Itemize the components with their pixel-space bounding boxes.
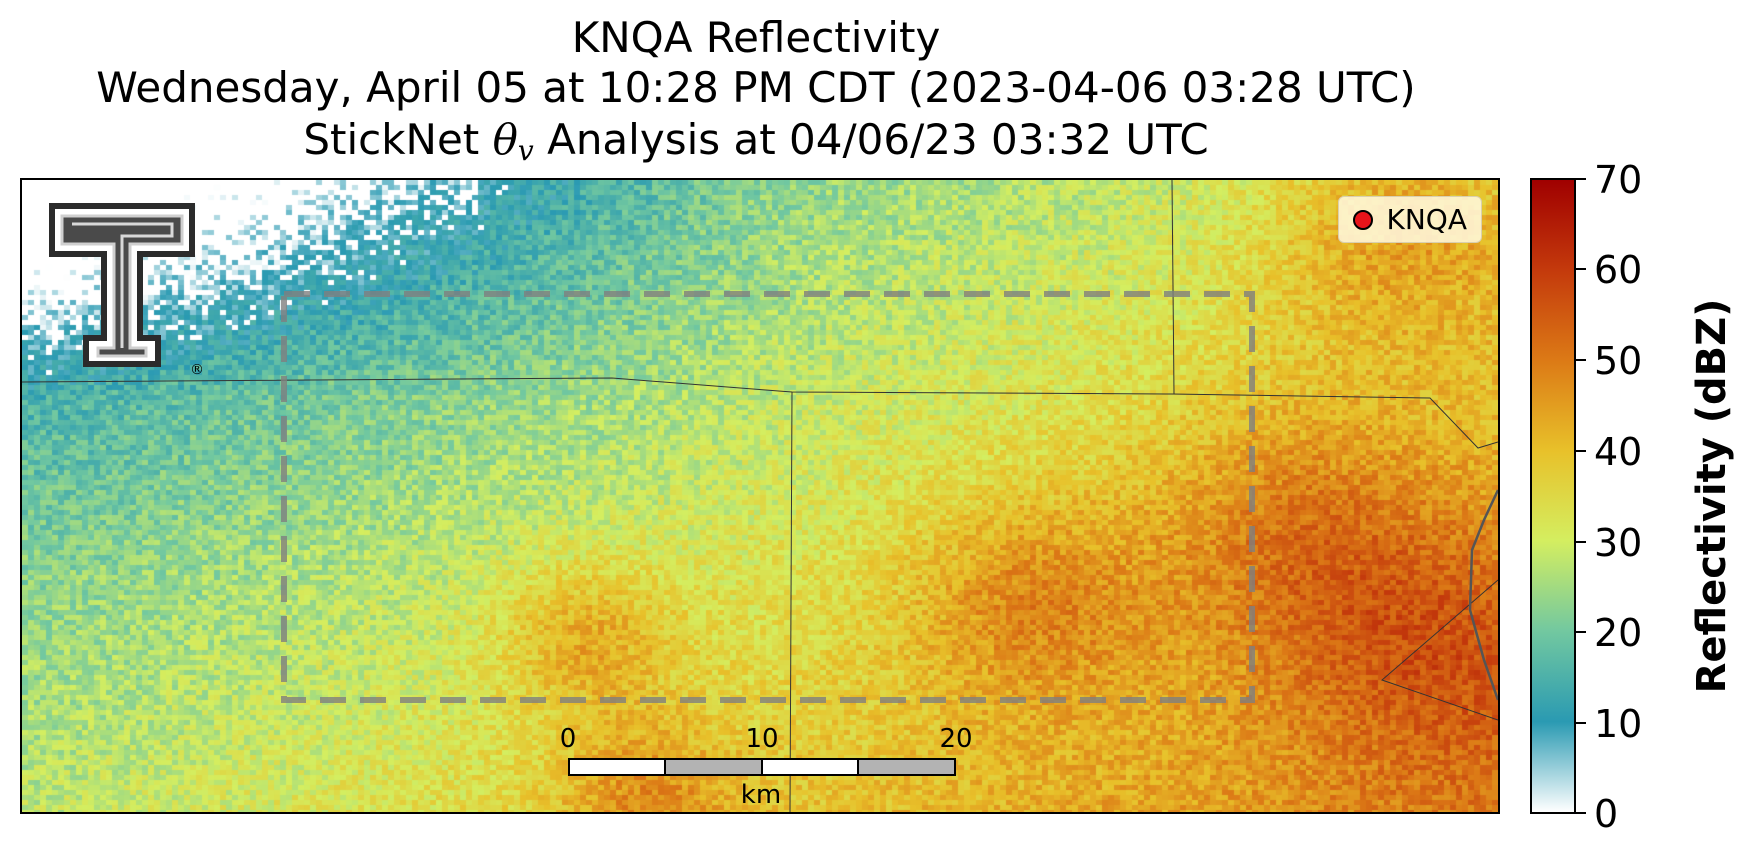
scale-segment [857,758,956,776]
theta-symbol: θ [492,115,518,164]
colorbar [1530,178,1576,814]
title-line-2: Wednesday, April 05 at 10:28 PM CDT (202… [96,63,1416,112]
colorbar-label-20: 20 [1594,611,1643,655]
scale-segment [664,758,763,776]
scale-unit: km [740,780,782,810]
colorbar-tick [1576,631,1586,633]
trademark-mark: ® [190,362,202,378]
colorbar-tick [1576,541,1586,543]
county-border-west [789,391,793,812]
county-border-east [1171,180,1175,395]
colorbar-label-50: 50 [1594,339,1643,383]
scale-label-10: 10 [745,724,779,754]
colorbar-tick [1576,178,1586,180]
county-border-southeast [1381,579,1498,721]
colorbar-tick [1576,450,1586,452]
map-overlay [22,180,1498,812]
colorbar-label-0: 0 [1594,792,1619,836]
county-border-north [22,377,1498,449]
scale-label-0: 0 [559,724,577,754]
colorbar-tick [1576,359,1586,361]
colorbar-label-40: 40 [1594,430,1643,474]
double-t-logo-icon: ® [49,203,202,378]
analysis-domain-box [281,291,1255,703]
colorbar-tick [1576,268,1586,270]
colorbar-tick [1576,812,1586,814]
colorbar-label-60: 60 [1594,248,1643,292]
title-line-3-suffix: Analysis at 04/06/23 03:32 UTC [533,115,1209,164]
title-line-3-prefix: StickNet [303,115,493,164]
scale-segment [568,758,666,776]
title-line-3: StickNet θv Analysis at 04/06/23 03:32 U… [0,116,1512,175]
legend-label: KNQA [1386,203,1468,236]
colorbar-label-10: 10 [1594,702,1643,746]
river-line [1468,489,1498,701]
colorbar-title: Reflectivity (dBZ) [1689,298,1735,694]
colorbar-label-70: 70 [1594,158,1643,202]
scale-label-20: 20 [939,724,973,754]
scale-segment [761,758,859,776]
county-borders [22,180,1498,812]
map-legend: KNQA [1337,196,1482,243]
scale-bar: 0 10 20 km [560,724,973,810]
radar-map[interactable]: ® KNQA 0 10 20 km [20,178,1500,814]
title-line-1: KNQA Reflectivity [571,13,941,62]
colorbar-tick [1576,722,1586,724]
theta-subscript: v [517,134,534,167]
colorbar-label-30: 30 [1594,521,1643,565]
knqa-marker-icon [1352,209,1373,230]
